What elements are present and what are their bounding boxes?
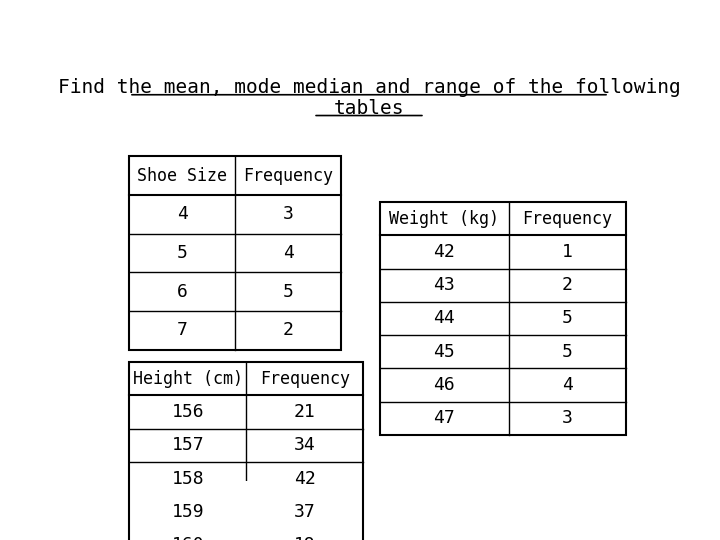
Text: 45: 45: [433, 343, 455, 361]
Text: 4: 4: [176, 205, 187, 223]
Text: Height (cm): Height (cm): [132, 370, 243, 388]
Text: 159: 159: [171, 503, 204, 521]
Text: 43: 43: [433, 276, 455, 294]
Bar: [129, 156, 341, 349]
Text: 7: 7: [176, 321, 187, 339]
Text: 5: 5: [283, 282, 294, 301]
Text: 2: 2: [283, 321, 294, 339]
Text: 5: 5: [562, 343, 572, 361]
Text: 42: 42: [294, 469, 315, 488]
Bar: [380, 202, 626, 435]
Text: 2: 2: [562, 276, 572, 294]
Text: 3: 3: [283, 205, 294, 223]
Text: 5: 5: [176, 244, 187, 262]
Text: 5: 5: [562, 309, 572, 327]
Text: 19: 19: [294, 536, 315, 540]
Text: 42: 42: [433, 243, 455, 261]
Text: Weight (kg): Weight (kg): [390, 210, 500, 228]
Bar: [129, 362, 364, 540]
Text: Find the mean, mode median and range of the following: Find the mean, mode median and range of …: [58, 78, 680, 97]
Text: 4: 4: [283, 244, 294, 262]
Text: 6: 6: [176, 282, 187, 301]
Text: 157: 157: [171, 436, 204, 454]
Text: Shoe Size: Shoe Size: [137, 167, 227, 185]
Text: 4: 4: [562, 376, 572, 394]
Text: Frequency: Frequency: [260, 370, 350, 388]
Text: 156: 156: [171, 403, 204, 421]
Text: Frequency: Frequency: [522, 210, 612, 228]
Text: tables: tables: [334, 99, 404, 118]
Text: 47: 47: [433, 409, 455, 427]
Text: 158: 158: [171, 469, 204, 488]
Text: 1: 1: [562, 243, 572, 261]
Text: 37: 37: [294, 503, 315, 521]
Text: 160: 160: [171, 536, 204, 540]
Text: 21: 21: [294, 403, 315, 421]
Text: 34: 34: [294, 436, 315, 454]
Text: 3: 3: [562, 409, 572, 427]
Text: 44: 44: [433, 309, 455, 327]
Text: 46: 46: [433, 376, 455, 394]
Text: Frequency: Frequency: [243, 167, 333, 185]
